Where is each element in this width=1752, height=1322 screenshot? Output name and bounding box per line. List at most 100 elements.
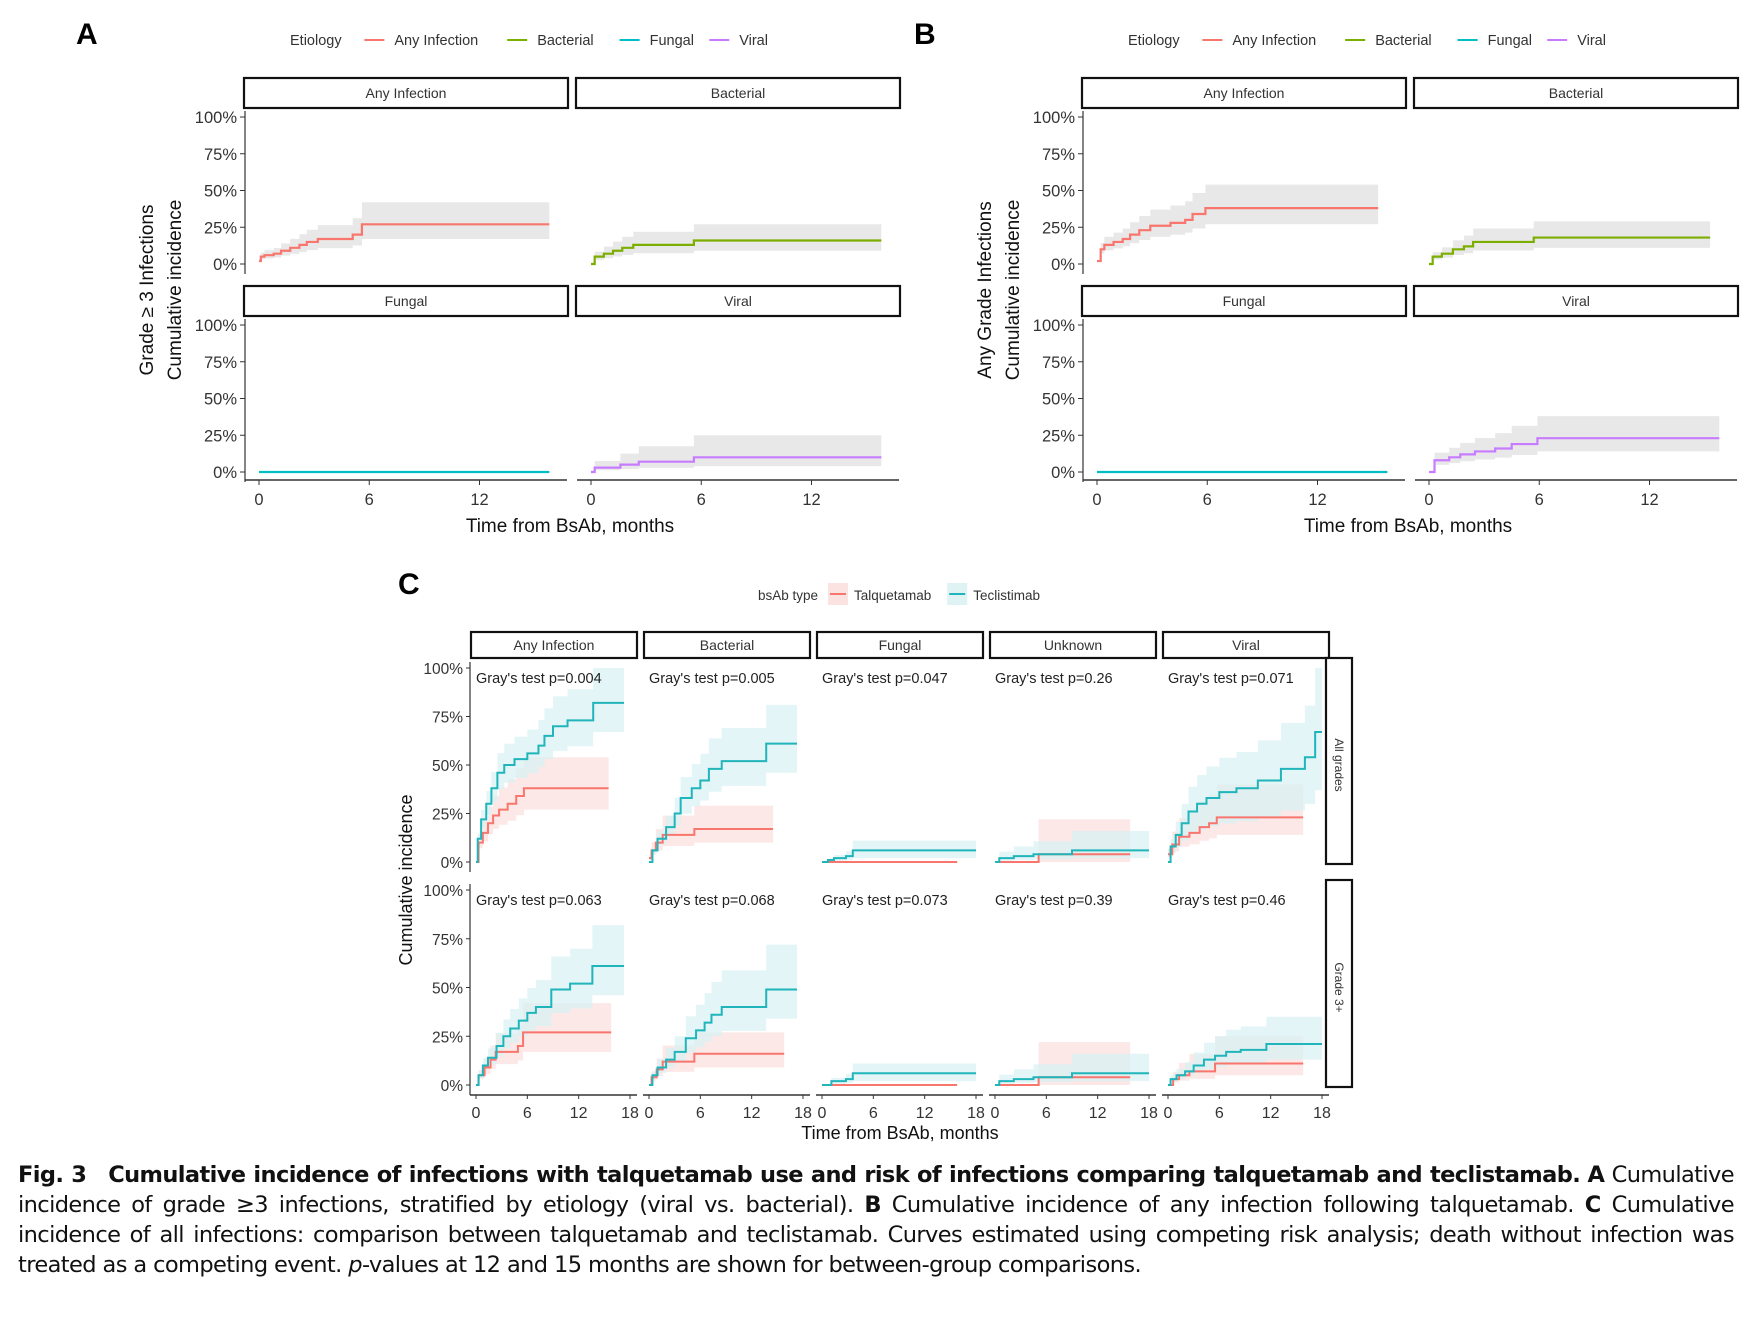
column-strip-label: Fungal: [879, 637, 922, 653]
x-tick-label: 18: [1313, 1105, 1331, 1122]
incidence-curve-teclistimab: [476, 965, 625, 1086]
ci-band: [259, 202, 550, 263]
incidence-curve-teclistimab: [476, 701, 625, 863]
y-tick-label: 0%: [1051, 464, 1075, 482]
y-tick-label: 100%: [1033, 317, 1076, 335]
caption-tail-text: -values at 12 and 15 months are shown fo…: [361, 1252, 1142, 1278]
facet-strip-box: [1412, 76, 1740, 110]
x-tick-label: 0: [1092, 491, 1101, 509]
ci-band-teclistimab: [649, 704, 798, 862]
facet-strip-label: Fungal: [385, 293, 428, 309]
column-strip: Viral: [1161, 630, 1331, 660]
x-tick-label: 12: [802, 491, 820, 509]
legend-entry: Teclistimab: [973, 588, 1040, 603]
legend-entry: Viral: [1577, 33, 1606, 49]
incidence-curve: [1429, 437, 1720, 474]
facet-strip: Any Infection: [1080, 76, 1408, 110]
facet-strip: Fungal: [242, 284, 570, 318]
facet-bacterial: Bacterial: [574, 76, 902, 266]
incidence-curve-teclistimab: [822, 1072, 976, 1086]
caption-fig-label: Fig. 3: [18, 1162, 87, 1188]
column-strip: Any Infection: [469, 630, 639, 660]
y-tick-label: 0%: [441, 1078, 464, 1095]
x-tick-label: 6: [1042, 1105, 1051, 1122]
facet-strip-box: [1080, 284, 1408, 318]
facet-any-infection-all-grades: Gray's test p=0.004 0% 25% 50% 75% 100%: [423, 661, 625, 872]
facet-strip-label: Fungal: [1223, 293, 1266, 309]
caption-b-text: Cumulative incidence of any infection fo…: [891, 1192, 1575, 1218]
incidence-curve-teclistimab: [1168, 731, 1322, 863]
ci-band-talquetamab: [476, 1003, 612, 1085]
facet-strip: Bacterial: [1412, 76, 1740, 110]
y-tick-label: 0%: [1051, 256, 1075, 274]
y-tick-label: 25%: [1042, 427, 1075, 445]
y-tick-label: 50%: [204, 183, 237, 201]
legend-entry: Bacterial: [537, 33, 593, 49]
column-strip-box: [642, 630, 812, 660]
facet-strip-label: Bacterial: [1549, 85, 1603, 101]
column-strip-label: Bacterial: [700, 637, 754, 653]
y-tick-label: 25%: [1042, 219, 1075, 237]
facet-fungal-grade-3plus: Gray's test p=0.073 0 6 12 18: [816, 893, 985, 1122]
y-tick-label: 100%: [195, 317, 238, 335]
y-tick-label: 100%: [423, 883, 463, 900]
column-strip: Fungal: [815, 630, 985, 660]
column-strip: Bacterial: [642, 630, 812, 660]
incidence-curve-teclistimab: [1168, 1043, 1322, 1086]
grays-test-annotation: Gray's test p=0.004: [476, 671, 602, 687]
legend-entry: Any Infection: [1232, 33, 1316, 49]
facet-strip-label: Any Infection: [366, 85, 447, 101]
x-tick-label: 6: [1203, 491, 1212, 509]
caption-p-italic: p: [348, 1252, 362, 1278]
y-tick-label: 50%: [1042, 183, 1075, 201]
facet-strip-label: Bacterial: [711, 85, 765, 101]
grays-test-annotation: Gray's test p=0.047: [822, 671, 948, 687]
incidence-curve-teclistimab: [995, 849, 1149, 863]
x-tick-label: 12: [743, 1105, 761, 1122]
facet-viral-all-grades: Gray's test p=0.071: [1168, 668, 1322, 863]
facet-strip-box: [1412, 284, 1740, 318]
ci-band-teclistimab: [476, 925, 625, 1085]
column-strip: Unknown: [988, 630, 1158, 660]
column-strip-box: [469, 630, 639, 660]
incidence-curve: [1097, 207, 1379, 263]
x-axis-title: Time from BsAb, months: [1304, 516, 1512, 537]
y-tick-label: 100%: [423, 661, 463, 678]
facet-strip-label: Viral: [724, 293, 752, 309]
facet-viral-grade-3plus: Gray's test p=0.46 0 6 12 18: [1162, 893, 1331, 1122]
x-tick-label: 6: [696, 1105, 705, 1122]
y-tick-label: 100%: [1033, 109, 1076, 127]
facet-bacterial-all-grades: Gray's test p=0.005: [649, 671, 798, 863]
facet-strip-box: [574, 284, 902, 318]
x-tick-label: 6: [697, 491, 706, 509]
legend-entry: Fungal: [650, 33, 694, 49]
facet-strip: Viral: [574, 284, 902, 318]
caption-title: Cumulative incidence of infections with …: [108, 1162, 1581, 1188]
legend-title: bsAb type: [758, 588, 818, 603]
x-tick-label: 6: [523, 1105, 532, 1122]
facet-fungal: Fungal 0% 25% 50% 75% 100% 0 6 12: [195, 284, 570, 509]
caption-c-text: Cumulative incidence of all infections: …: [18, 1192, 1735, 1278]
ci-band: [1429, 221, 1711, 264]
y-tick-label: 50%: [204, 391, 237, 409]
x-axis-title: Time from BsAb, months: [466, 516, 674, 537]
facet-any-infection: Any Infection 0% 25% 50% 75% 100%: [195, 76, 570, 274]
incidence-curve-talquetamab: [1168, 816, 1304, 856]
facet-strip: Fungal: [1080, 284, 1408, 318]
ci-band-talquetamab: [476, 757, 609, 862]
ci-band: [1429, 416, 1720, 472]
row-strip-label: All grades: [1332, 738, 1346, 791]
x-tick-label: 6: [1215, 1105, 1224, 1122]
ci-band-teclistimab: [476, 668, 625, 862]
facet-strip-label: Viral: [1562, 293, 1590, 309]
legend: Etiology Any Infection Bacterial Fungal Vira…: [1128, 33, 1606, 49]
incidence-curve-talquetamab: [476, 787, 609, 863]
facet-strip-box: [242, 76, 570, 110]
legend: Etiology Any Infection Bacterial Fungal Vira…: [290, 33, 768, 49]
grays-test-annotation: Gray's test p=0.39: [995, 893, 1113, 909]
grays-test-annotation: Gray's test p=0.46: [1168, 893, 1286, 909]
ci-band: [1097, 184, 1379, 262]
ci-band: [591, 435, 882, 472]
caption-a-label: A: [1587, 1162, 1605, 1188]
x-tick-label: 12: [570, 1105, 588, 1122]
